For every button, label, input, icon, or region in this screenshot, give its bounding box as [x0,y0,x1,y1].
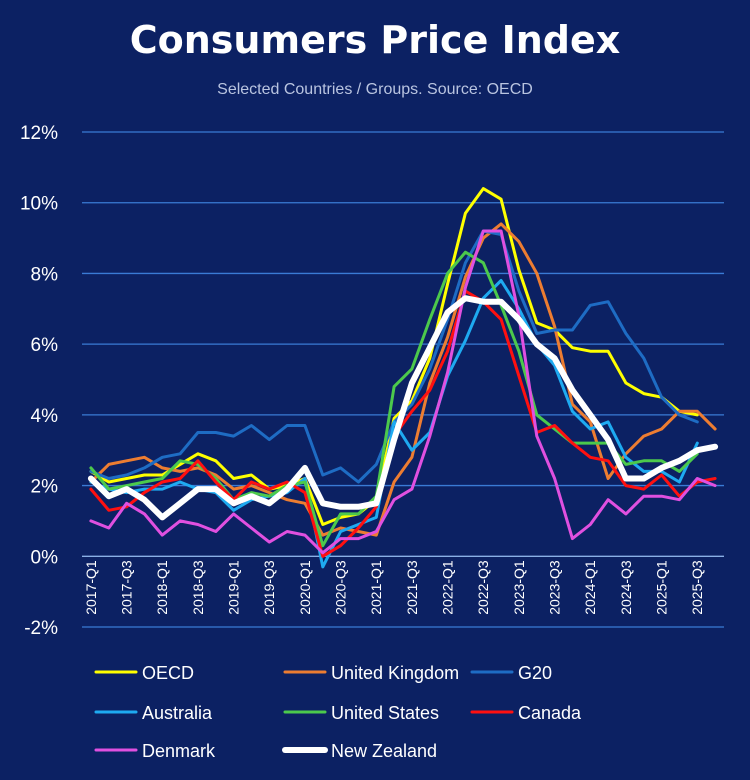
x-tick-label: 2019-Q3 [261,560,277,615]
x-tick-label: 2017-Q1 [83,560,99,615]
series-line-canada [89,289,717,558]
x-tick-label: 2023-Q3 [547,560,563,615]
x-tick-label: 2020-Q1 [297,560,313,615]
x-tick-label: 2022-Q3 [475,560,491,615]
chart-title: Consumers Price Index [129,18,621,62]
legend-label: Denmark [142,741,216,761]
series-line-new-zealand [87,295,719,521]
legend-label: United States [331,703,439,723]
x-tick-label: 2024-Q3 [618,560,634,615]
series-line-denmark [89,229,717,555]
x-tick-label: 2020-Q3 [333,560,349,615]
series-line-united-kingdom [89,222,717,537]
series-line-united-states [89,250,699,548]
legend-label: G20 [518,663,552,683]
x-tick-label: 2023-Q1 [511,560,527,615]
y-tick-label: 0% [31,547,59,568]
gridlines [82,131,724,628]
legend-label: Australia [142,703,213,723]
x-tick-label: 2024-Q1 [582,560,598,615]
x-tick-label: 2018-Q1 [154,560,170,615]
legend-label: New Zealand [331,741,437,761]
y-axis-ticks: -2% 0% 2% 4% 6% 8% 10% 12% [20,123,58,639]
legend-label: United Kingdom [331,663,459,683]
y-tick-label: 6% [31,335,59,356]
x-axis-ticks: 2017-Q1 2017-Q3 2018-Q1 2018-Q3 2019-Q1 2019-… [83,560,705,615]
x-tick-label: 2021-Q1 [368,560,384,615]
y-tick-label: 4% [31,406,59,427]
series-lines [87,187,719,569]
x-tick-label: 2021-Q3 [404,560,420,615]
x-tick-label: 2018-Q3 [190,560,206,615]
x-tick-label: 2025-Q3 [689,560,705,615]
series-line-oecd [89,187,699,526]
legend: OECD United Kingdom G20 Australia United Sta… [94,663,582,761]
x-tick-label: 2022-Q1 [440,560,456,615]
y-tick-label: 10% [20,194,58,215]
legend-label: OECD [142,663,194,683]
x-tick-label: 2025-Q1 [654,560,670,615]
y-tick-label: 12% [20,123,58,144]
chart-subtitle: Selected Countries / Groups. Source: OEC… [217,81,533,98]
legend-label: Canada [518,703,582,723]
y-tick-label: -2% [24,618,58,639]
x-tick-label: 2017-Q3 [119,560,135,615]
y-tick-label: 2% [31,477,59,498]
y-tick-label: 8% [31,264,59,285]
series-line-australia [89,279,699,569]
x-tick-label: 2019-Q1 [226,560,242,615]
